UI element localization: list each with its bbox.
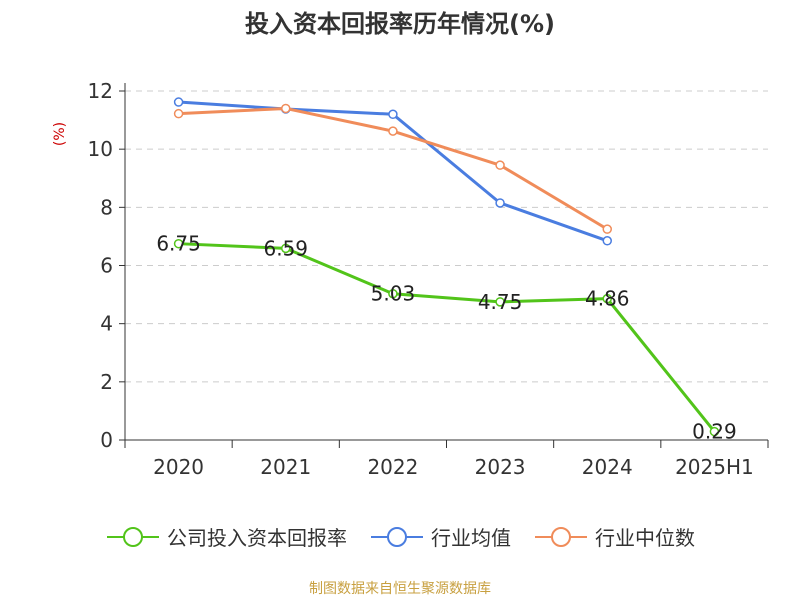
data-label: 0.29 xyxy=(692,420,737,444)
legend-label: 行业均值 xyxy=(431,526,511,550)
legend-item[interactable]: 公司投入资本回报率 xyxy=(105,522,347,551)
data-point xyxy=(602,293,612,304)
legend-circle xyxy=(551,526,571,547)
data-label: 6.75 xyxy=(156,232,201,256)
data-label: 5.03 xyxy=(371,282,416,306)
legend-item[interactable]: 行业中位数 xyxy=(533,522,695,551)
data-point xyxy=(709,426,720,437)
y-axis-label: (%) xyxy=(52,121,68,147)
data-point xyxy=(281,103,291,114)
legend-marker-icon xyxy=(107,526,159,547)
y-tick-label: 12 xyxy=(88,79,113,103)
data-point xyxy=(173,238,184,249)
series-line xyxy=(178,242,716,433)
data-point xyxy=(495,198,505,208)
data-point xyxy=(388,126,398,136)
data-point xyxy=(173,97,184,107)
series-lines xyxy=(173,97,720,437)
data-point xyxy=(388,288,398,299)
legend-label: 行业中位数 xyxy=(595,526,695,550)
y-tick-label: 4 xyxy=(100,312,113,336)
grid-lines xyxy=(125,90,768,383)
legend: 公司投入资本回报率 行业均值 行业中位数 xyxy=(0,522,800,551)
source-note: 制图数据来自恒生聚源数据库 xyxy=(309,581,491,597)
legend-item[interactable]: 行业均值 xyxy=(369,522,511,551)
data-point xyxy=(388,109,398,120)
x-tick-label: 2025H1 xyxy=(675,455,754,479)
legend-marker-icon xyxy=(371,526,423,547)
x-tick-label: 2024 xyxy=(582,455,633,479)
y-tick-label: 10 xyxy=(88,137,113,161)
data-point xyxy=(495,160,505,170)
data-label: 4.75 xyxy=(478,290,523,314)
data-label: 4.86 xyxy=(585,287,630,311)
y-tick-label: 6 xyxy=(100,254,113,278)
data-point xyxy=(173,108,184,119)
y-tick-label: 8 xyxy=(100,195,113,219)
data-point xyxy=(602,236,612,246)
chart-title: 投入资本回报率历年情况(%) xyxy=(245,10,555,38)
x-tick-label: 2020 xyxy=(153,455,204,479)
axes: 0 2 4 6 8 10 12 2020 2021 2022 2023 2024 2025H1 xyxy=(88,79,769,479)
data-labels: 6.75 6.59 5.03 4.75 4.86 0.29 xyxy=(156,232,736,444)
x-tick-label: 2021 xyxy=(260,455,311,479)
legend-marker-icon xyxy=(535,526,587,547)
y-tick-label: 2 xyxy=(100,370,113,394)
series-line xyxy=(178,100,608,243)
x-tick-label: 2023 xyxy=(475,455,526,479)
data-point xyxy=(495,297,505,307)
x-tick-label: 2022 xyxy=(367,455,418,479)
data-point xyxy=(602,224,612,234)
legend-circle xyxy=(387,526,407,547)
legend-label: 公司投入资本回报率 xyxy=(167,526,347,550)
data-point xyxy=(281,243,291,254)
data-label: 6.59 xyxy=(263,236,308,260)
legend-circle xyxy=(123,526,143,547)
y-tick-label: 0 xyxy=(100,428,113,452)
